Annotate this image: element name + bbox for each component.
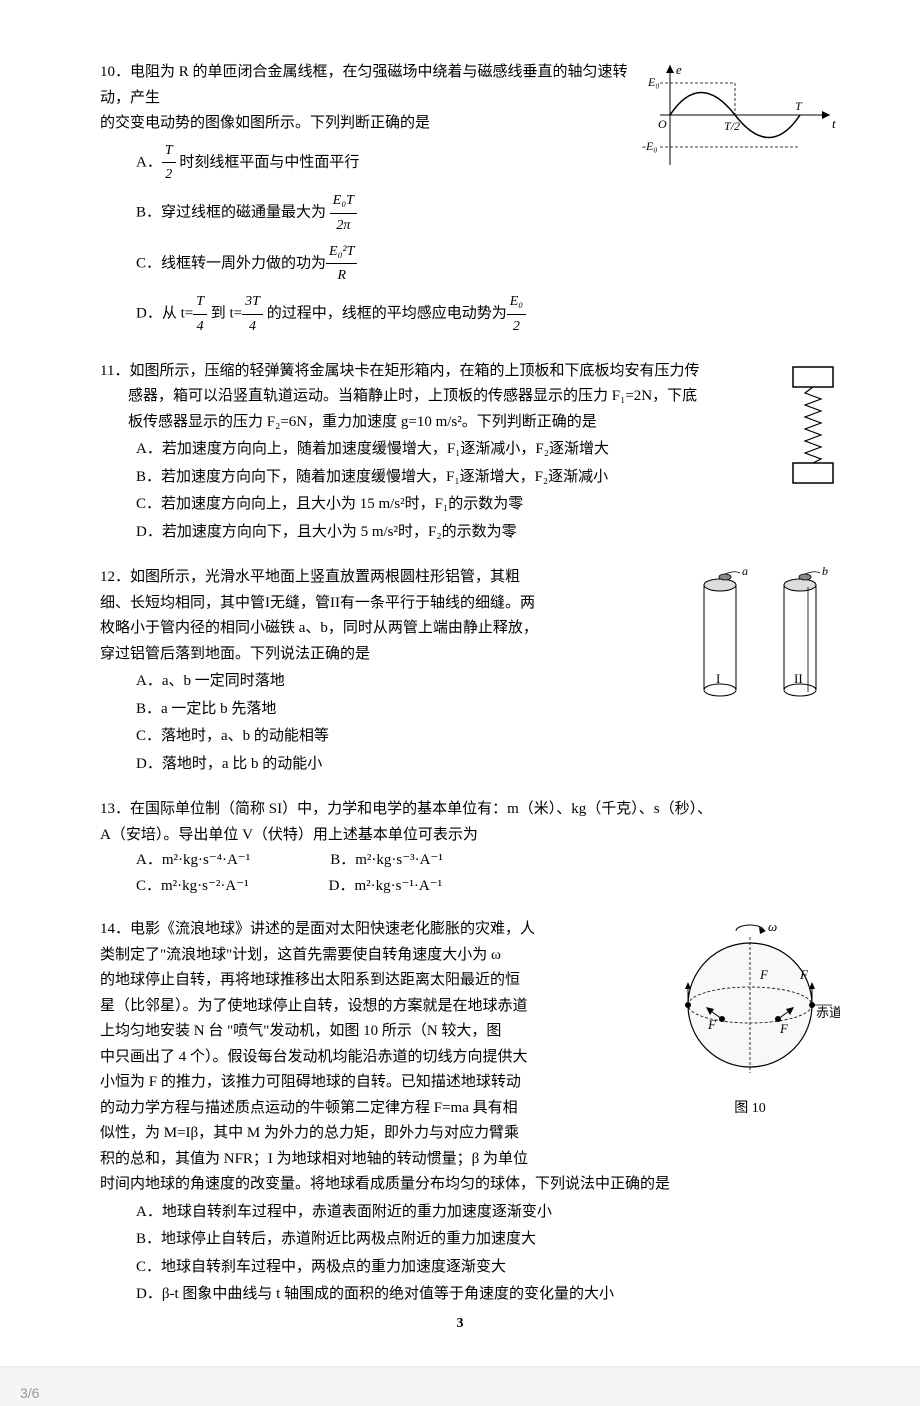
q11-option-d: D．若加速度方向向下，且大小为 5 m/s²时，F₂的示数为零 bbox=[136, 520, 840, 546]
q12-option-c: C．落地时，a、b 的动能相等 bbox=[136, 724, 840, 750]
q10-option-b: B．穿过线框的磁通量最大为 E₀T2π bbox=[136, 189, 840, 238]
q12-II-label: II bbox=[794, 671, 803, 686]
nE0-label: -E₀ bbox=[642, 139, 658, 153]
q14-stem-10: 积的总和，其值为 NFR；I 为地球相对地轴的转动惯量；β 为单位 bbox=[100, 1147, 840, 1173]
q14-option-b: B．地球停止自转后，赤道附近比两极点附近的重力加速度大 bbox=[136, 1227, 840, 1253]
q14-option-c: C．地球自转刹车过程中，两极点的重力加速度逐渐变大 bbox=[136, 1255, 840, 1281]
q14-stem-9: 似性，为 M=Iβ，其中 M 为外力的总力矩，即外力与对应力臂乘 bbox=[100, 1121, 840, 1147]
q13-option-b: B．m²·kg·s⁻³·A⁻¹ bbox=[330, 848, 443, 874]
q11-option-b: B．若加速度方向向下，随着加速度缓慢增大，F₁逐渐增大，F₂逐渐减小 bbox=[136, 465, 840, 491]
F-label-2: F bbox=[799, 967, 809, 982]
T-label: T bbox=[795, 99, 803, 113]
q14-figure: F F F F ω 赤道 图 10 bbox=[660, 917, 840, 1120]
equator-label: 赤道 bbox=[816, 1005, 840, 1020]
q14-figure-caption: 图 10 bbox=[660, 1097, 840, 1121]
problem-12: a I b II 12．如图所示，光滑水平地面上竖直放置两根圆柱形铝管，其粗 细… bbox=[100, 565, 840, 779]
problem-10: e E₀ -E₀ O T/2 T t 10．电阻为 R 的单匝闭合金属线框，在匀… bbox=[100, 60, 840, 341]
q14-stem-11: 时间内地球的角速度的改变量。将地球看成质量分布均匀的球体，下列说法中正确的是 bbox=[100, 1172, 840, 1198]
O-label: O bbox=[658, 117, 667, 131]
q13-option-c: C．m²·kg·s⁻²·A⁻¹ bbox=[136, 874, 249, 900]
q13-option-a: A．m²·kg·s⁻⁴·A⁻¹ bbox=[136, 848, 250, 874]
q11-stem-3: 板传感器显示的压力 F₂=6N，重力加速度 g=10 m/s²。下列判断正确的是 bbox=[100, 410, 840, 436]
q13-stem-1: 13．在国际单位制（简称 SI）中，力学和电学的基本单位有：m（米）、kg（千克… bbox=[100, 797, 840, 823]
F-label-3: F bbox=[707, 1017, 717, 1032]
q10-option-c: C．线框转一周外力做的功为E₀²TR bbox=[136, 240, 840, 289]
q10-option-d: D．从 t=T4 到 t=3T4 的过程中，线框的平均感应电动势为E₀2 bbox=[136, 290, 840, 339]
q11-option-c: C．若加速度方向向上，且大小为 15 m/s²时，F₁的示数为零 bbox=[136, 492, 840, 518]
q11-figure bbox=[785, 359, 840, 499]
T2-label: T/2 bbox=[724, 119, 740, 133]
q12-b-label: b bbox=[822, 565, 828, 578]
q13-option-d: D．m²·kg·s⁻¹·A⁻¹ bbox=[329, 874, 442, 900]
q12-a-label: a bbox=[742, 565, 748, 578]
q13-stem-2: A（安培）。导出单位 V（伏特）用上述基本单位可表示为 bbox=[100, 823, 840, 849]
q11-option-a: A．若加速度方向向上，随着加速度缓慢增大，F₁逐渐减小，F₂逐渐增大 bbox=[136, 437, 840, 463]
F-label-1: F bbox=[759, 967, 769, 982]
problem-13: 13．在国际单位制（简称 SI）中，力学和电学的基本单位有：m（米）、kg（千克… bbox=[100, 797, 840, 899]
q11-stem-1: 11．如图所示，压缩的轻弹簧将金属块卡在矩形箱内，在箱的上顶板和下底板均安有压力… bbox=[100, 359, 840, 385]
page-number: 3 bbox=[457, 1312, 464, 1336]
omega-label: ω bbox=[768, 919, 777, 934]
problem-11: 11．如图所示，压缩的轻弹簧将金属块卡在矩形箱内，在箱的上顶板和下底板均安有压力… bbox=[100, 359, 840, 548]
q12-option-d: D．落地时，a 比 b 的动能小 bbox=[136, 752, 840, 778]
q10-graph: e E₀ -E₀ O T/2 T t bbox=[640, 60, 840, 180]
q12-I-label: I bbox=[716, 671, 720, 686]
footer-index: 3/6 bbox=[20, 1382, 39, 1406]
t-label: t bbox=[832, 116, 836, 131]
q12-figure: a I b II bbox=[680, 565, 840, 715]
F-label-4: F bbox=[779, 1021, 789, 1036]
q14-option-a: A．地球自转刹车过程中，赤道表面附近的重力加速度逐渐变小 bbox=[136, 1200, 840, 1226]
axis-e-label: e bbox=[676, 62, 682, 77]
E0-label: E₀ bbox=[647, 75, 660, 89]
q14-option-d: D．β-t 图象中曲线与 t 轴围成的面积的绝对值等于角速度的变化量的大小 bbox=[136, 1282, 840, 1308]
q11-stem-2: 感器，箱可以沿竖直轨道运动。当箱静止时，上顶板的传感器显示的压力 F₁=2N，下… bbox=[100, 384, 840, 410]
problem-14: F F F F ω 赤道 图 10 14．电影《流浪地球》讲述的是面对太阳快速老… bbox=[100, 917, 840, 1308]
